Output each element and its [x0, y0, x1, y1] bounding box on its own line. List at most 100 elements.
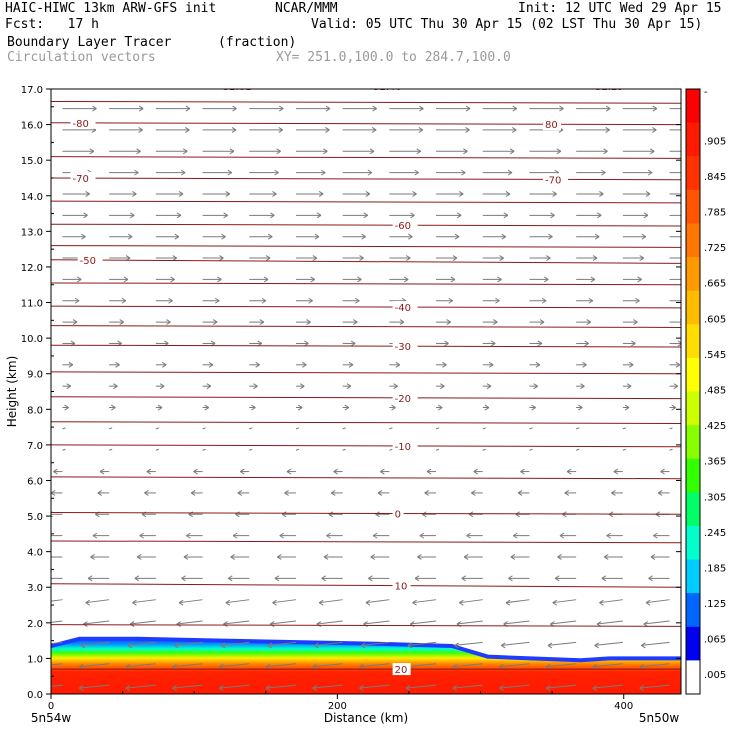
wind-vector [669, 319, 681, 326]
wind-vector-head [603, 150, 608, 155]
wind-vector-head [517, 492, 523, 496]
wind-vector-head [132, 599, 137, 604]
wind-vector-shaft [359, 684, 390, 689]
wind-vector [342, 404, 350, 411]
wind-vector [342, 276, 362, 283]
top-contour-label: 32.29 [595, 82, 624, 93]
wind-vector [62, 212, 88, 219]
wind-vector [237, 490, 250, 496]
wind-vector [482, 127, 517, 133]
wind-vector-head [217, 276, 222, 280]
wind-vector-head [559, 105, 564, 109]
wind-vector [389, 404, 396, 411]
wind-vector [669, 108, 681, 110]
wind-vector-head [510, 554, 516, 558]
wind-vector [109, 297, 127, 304]
wind-vector [51, 535, 63, 537]
wind-vector-shaft [499, 663, 530, 668]
wind-vector [342, 319, 358, 326]
wind-vector-head [92, 108, 97, 112]
wind-vector-head [414, 172, 419, 176]
wind-vector [669, 236, 681, 238]
wind-vector-head [548, 233, 553, 238]
wind-vector-head [326, 535, 331, 539]
wind-vector-head [320, 169, 326, 174]
wind-vector-head [509, 148, 515, 152]
wind-vector [51, 490, 63, 496]
y-tick-label: 6.0 [27, 476, 43, 487]
wind-vector [155, 169, 186, 176]
wind-vector [529, 383, 538, 390]
wind-vector-head [272, 602, 277, 606]
wind-vector [529, 212, 555, 219]
isotherm-label-bg [392, 219, 418, 232]
isotherm-line [51, 421, 681, 425]
isotherm-line [51, 282, 681, 286]
wind-vector-head [410, 212, 415, 216]
wind-vector-head [220, 644, 226, 649]
wind-vector-shaft [389, 427, 393, 430]
isotherm-line [51, 624, 681, 627]
wind-vector-head [503, 214, 509, 219]
wind-vector-shaft [125, 684, 156, 689]
wind-vector-head [279, 532, 285, 537]
wind-vector [295, 276, 315, 283]
wind-vector-head [426, 468, 432, 472]
wind-vector [342, 361, 354, 368]
wind-vector-head [139, 532, 144, 537]
wind-vector [520, 468, 530, 475]
wind-vector-shaft [592, 663, 623, 668]
wind-vector-head [164, 340, 169, 344]
wind-vector-head [671, 407, 676, 411]
wind-vector-head [239, 468, 245, 472]
wind-vector-head [263, 276, 269, 280]
colorbar-swatch [686, 425, 700, 460]
wind-vector [249, 233, 273, 240]
wind-vector-head [361, 236, 366, 240]
wind-vector [314, 641, 343, 649]
wind-vector-head [232, 108, 237, 112]
wind-vector-head [157, 407, 163, 411]
wind-vector-head [127, 233, 133, 238]
wind-vector-head [312, 687, 317, 692]
wind-vector-head [412, 599, 417, 604]
wind-vector-head [611, 492, 616, 496]
wind-vector-head [81, 233, 86, 238]
wind-vector-shaft [622, 427, 627, 430]
wind-vector-head [125, 687, 131, 692]
wind-vector [99, 468, 110, 475]
wind-vector [62, 297, 80, 304]
wind-vector [330, 490, 343, 496]
wind-vector [272, 599, 297, 606]
wind-vector [482, 276, 502, 283]
wind-vector-head [375, 513, 380, 518]
wind-vector [249, 427, 253, 430]
isotherm-line [51, 223, 681, 227]
wind-vector [622, 191, 651, 197]
wind-vector-shaft [407, 641, 437, 646]
wind-vector-head [626, 385, 632, 390]
wind-vector-head [582, 361, 587, 366]
isotherm-label-bg [70, 172, 96, 185]
wind-vector [202, 191, 230, 197]
isotherm-line [51, 200, 681, 204]
wind-vector-head [89, 150, 95, 155]
isotherm-line [51, 325, 681, 328]
wind-vector-head [505, 191, 511, 195]
isotherm-label: -30 [395, 342, 411, 353]
wind-vector-head [182, 150, 188, 155]
wind-vector [281, 511, 296, 518]
wind-vector [622, 105, 658, 112]
wind-vector-head [51, 490, 56, 494]
wind-vector [669, 129, 681, 131]
wind-vector-head [178, 599, 184, 604]
wind-vector [421, 511, 437, 518]
wind-vector-head [601, 577, 607, 582]
wind-vector-head [318, 602, 324, 606]
wind-vector-head [138, 129, 143, 133]
wind-vector-head [490, 340, 496, 344]
wind-vector-head [219, 257, 224, 261]
wind-vector-head [554, 577, 560, 582]
top-contour-label: 32.01 [223, 82, 252, 93]
wind-vector-head [499, 685, 504, 689]
